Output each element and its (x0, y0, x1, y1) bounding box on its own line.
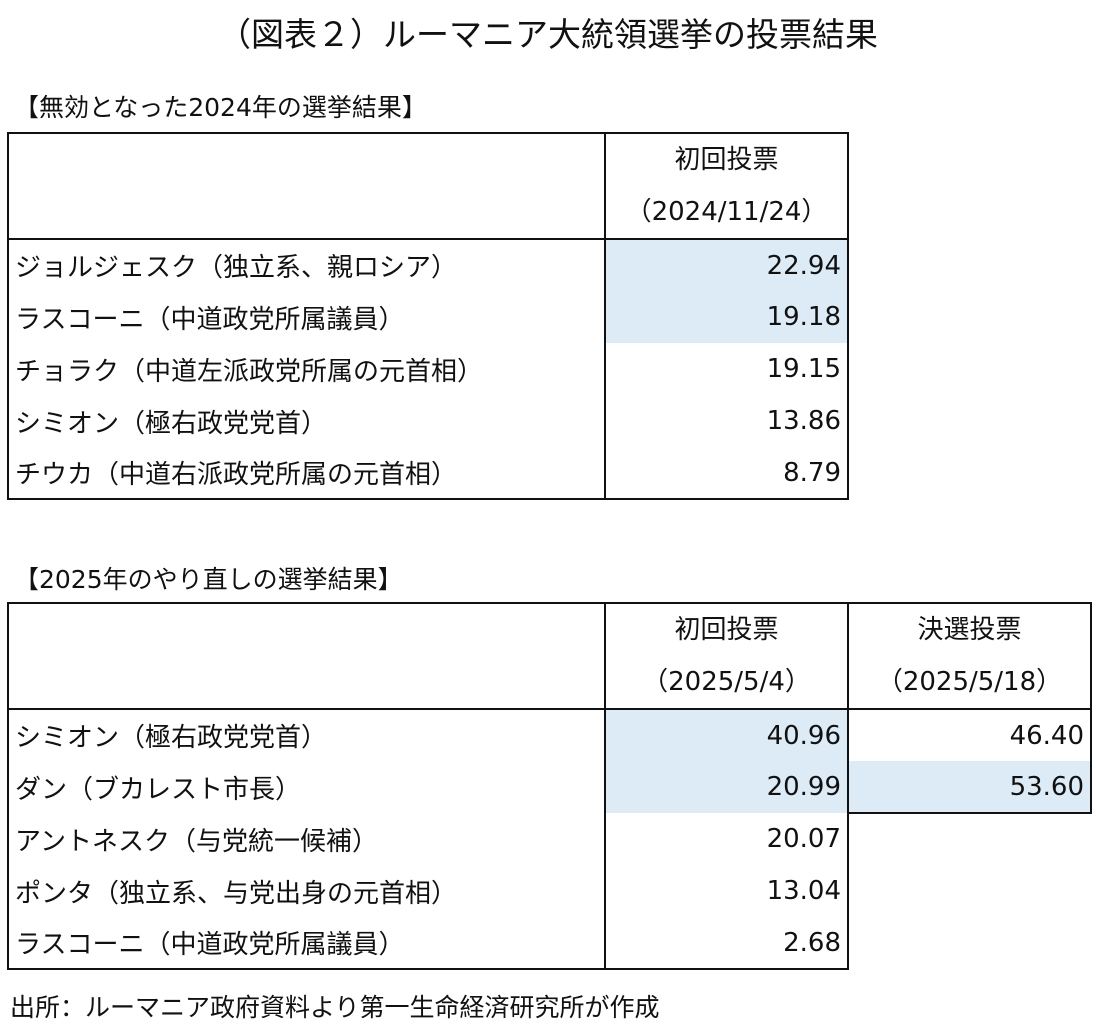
runoff-value: 53.60 (848, 761, 1092, 814)
table-row: アントネスク（与党統一候補） 20.07 (7, 813, 1091, 865)
first-round-value: 20.99 (605, 761, 849, 813)
table-row: ジョルジェスク（独立系、親ロシア） 22.94 (7, 239, 849, 291)
first-round-value: 20.07 (605, 813, 849, 865)
header-blank (7, 132, 606, 240)
candidate-name: ラスコーニ（中道政党所属議員） (7, 291, 606, 343)
header-first-round: 初回投票 （2024/11/24） (605, 132, 849, 240)
header-first-round-date: （2024/11/24） (625, 197, 828, 227)
table-2024-results: 初回投票 （2024/11/24） ジョルジェスク（独立系、親ロシア） 22.94… (7, 132, 849, 500)
first-round-value: 22.94 (605, 239, 849, 291)
runoff-value: 46.40 (848, 709, 1092, 761)
candidate-name: ジョルジェスク（独立系、親ロシア） (7, 239, 606, 291)
table-header: 初回投票 （2025/5/4） 決選投票 （2025/5/18） (7, 602, 1092, 710)
section-2024-label: 【無効となった2024年の選挙結果】 (14, 93, 427, 122)
source-note: 出所：ルーマニア政府資料より第一生命経済研究所が作成 (10, 993, 660, 1022)
header-first-round-label: 初回投票 (674, 145, 779, 175)
table-row: シミオン（極右政党党首） 13.86 (7, 395, 849, 447)
table-row: ラスコーニ（中道政党所属議員） 19.18 (7, 291, 849, 343)
first-round-value: 19.15 (605, 343, 849, 395)
table-row: ダン（ブカレスト市長） 20.99 53.60 (7, 761, 1092, 814)
first-round-value: 8.79 (605, 447, 849, 500)
page-title: （図表２）ルーマニア大統領選挙の投票結果 (218, 15, 878, 54)
candidate-name: ラスコーニ（中道政党所属議員） (7, 917, 606, 970)
candidate-name: チウカ（中道右派政党所属の元首相） (7, 447, 606, 500)
table-row: ラスコーニ（中道政党所属議員） 2.68 (7, 917, 1091, 970)
candidate-name: シミオン（極右政党党首） (7, 395, 606, 447)
header-first-round-label: 初回投票 (674, 615, 779, 645)
first-round-value: 13.04 (605, 865, 849, 917)
header-runoff: 決選投票 （2025/5/18） (848, 602, 1092, 710)
header-runoff-label: 決選投票 (917, 615, 1022, 645)
header-first-round: 初回投票 （2025/5/4） (605, 602, 849, 710)
table-2025-results: 初回投票 （2025/5/4） 決選投票 （2025/5/18） シミオン（極右… (7, 602, 1092, 970)
table-row: シミオン（極右政党党首） 40.96 46.40 (7, 709, 1092, 761)
candidate-name: アントネスク（与党統一候補） (7, 813, 606, 865)
first-round-value: 2.68 (605, 917, 849, 970)
section-2025-label: 【2025年のやり直しの選挙結果】 (14, 565, 403, 594)
header-runoff-date: （2025/5/18） (876, 667, 1063, 697)
first-round-value: 19.18 (605, 291, 849, 343)
candidate-name: チョラク（中道左派政党所属の元首相） (7, 343, 606, 395)
candidate-name: ダン（ブカレスト市長） (7, 761, 606, 813)
candidate-name: シミオン（極右政党党首） (7, 709, 606, 761)
header-blank (7, 602, 606, 710)
candidate-name: ポンタ（独立系、与党出身の元首相） (7, 865, 606, 917)
table-row: チョラク（中道左派政党所属の元首相） 19.15 (7, 343, 849, 395)
header-first-round-date: （2025/5/4） (642, 667, 811, 697)
first-round-value: 40.96 (605, 709, 849, 761)
table-row: ポンタ（独立系、与党出身の元首相） 13.04 (7, 865, 1091, 917)
table-row: チウカ（中道右派政党所属の元首相） 8.79 (7, 447, 849, 500)
first-round-value: 13.86 (605, 395, 849, 447)
table-header: 初回投票 （2024/11/24） (7, 132, 849, 240)
